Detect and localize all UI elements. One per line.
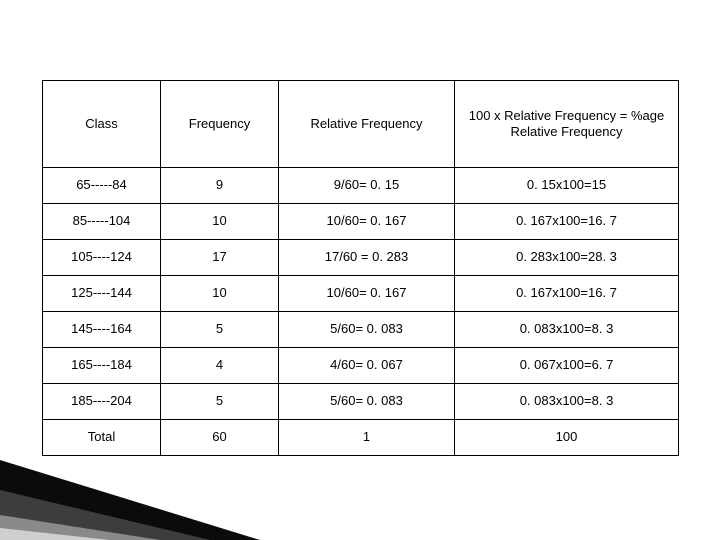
table-cell: 5 <box>161 312 279 348</box>
table-cell: 145----164 <box>43 312 161 348</box>
table-row: 105----1241717/60 = 0. 2830. 283x100=28.… <box>43 240 679 276</box>
table-body: 65-----8499/60= 0. 150. 15x100=1585-----… <box>43 168 679 456</box>
table-cell: 0. 15x100=15 <box>455 168 679 204</box>
table-row: 125----1441010/60= 0. 1670. 167x100=16. … <box>43 276 679 312</box>
table-cell: 105----124 <box>43 240 161 276</box>
table-cell: 4 <box>161 348 279 384</box>
table-cell: 60 <box>161 420 279 456</box>
table-row: 85-----1041010/60= 0. 1670. 167x100=16. … <box>43 204 679 240</box>
col-header-frequency: Frequency <box>161 81 279 168</box>
table-cell: 0. 067x100=6. 7 <box>455 348 679 384</box>
table-row: 185----20455/60= 0. 0830. 083x100=8. 3 <box>43 384 679 420</box>
frequency-table-container: Class Frequency Relative Frequency 100 x… <box>42 80 678 456</box>
table-cell: 10 <box>161 276 279 312</box>
table-cell: 65-----84 <box>43 168 161 204</box>
table-row: 65-----8499/60= 0. 150. 15x100=15 <box>43 168 679 204</box>
table-row: Total601100 <box>43 420 679 456</box>
col-header-pctfreq: 100 x Relative Frequency = %age Relative… <box>455 81 679 168</box>
table-cell: 5 <box>161 384 279 420</box>
table-cell: 17 <box>161 240 279 276</box>
table-cell: 0. 167x100=16. 7 <box>455 204 679 240</box>
table-cell: 0. 167x100=16. 7 <box>455 276 679 312</box>
table-cell: 85-----104 <box>43 204 161 240</box>
table-cell: 1 <box>279 420 455 456</box>
table-cell: 5/60= 0. 083 <box>279 312 455 348</box>
table-row: 165----18444/60= 0. 0670. 067x100=6. 7 <box>43 348 679 384</box>
table-cell: 0. 283x100=28. 3 <box>455 240 679 276</box>
col-header-relfreq: Relative Frequency <box>279 81 455 168</box>
table-cell: 0. 083x100=8. 3 <box>455 312 679 348</box>
table-cell: 165----184 <box>43 348 161 384</box>
table-cell: 4/60= 0. 067 <box>279 348 455 384</box>
table-cell: 10 <box>161 204 279 240</box>
table-cell: 10/60= 0. 167 <box>279 204 455 240</box>
table-cell: 9/60= 0. 15 <box>279 168 455 204</box>
table-cell: 125----144 <box>43 276 161 312</box>
col-header-class: Class <box>43 81 161 168</box>
deco-triangle <box>0 490 210 540</box>
table-row: 145----16455/60= 0. 0830. 083x100=8. 3 <box>43 312 679 348</box>
table-cell: Total <box>43 420 161 456</box>
deco-triangle <box>0 515 160 540</box>
frequency-table: Class Frequency Relative Frequency 100 x… <box>42 80 679 456</box>
table-cell: 10/60= 0. 167 <box>279 276 455 312</box>
table-cell: 5/60= 0. 083 <box>279 384 455 420</box>
table-cell: 9 <box>161 168 279 204</box>
table-cell: 0. 083x100=8. 3 <box>455 384 679 420</box>
deco-triangle <box>0 460 260 540</box>
table-cell: 17/60 = 0. 283 <box>279 240 455 276</box>
table-cell: 100 <box>455 420 679 456</box>
table-cell: 185----204 <box>43 384 161 420</box>
deco-triangle <box>0 528 110 540</box>
table-header-row: Class Frequency Relative Frequency 100 x… <box>43 81 679 168</box>
